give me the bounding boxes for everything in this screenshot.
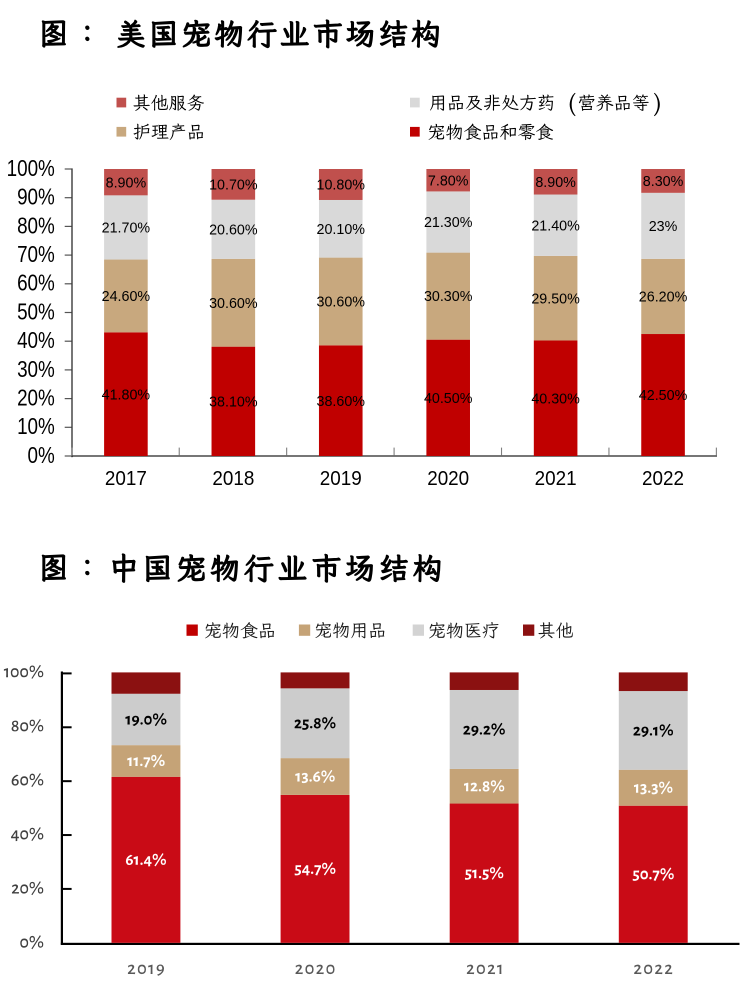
svg-text:40.50%: 40.50% — [424, 391, 473, 407]
svg-text:10.70%: 10.70% — [209, 177, 258, 193]
svg-text:2021: 2021 — [535, 467, 577, 490]
svg-text:30.60%: 30.60% — [317, 295, 366, 311]
svg-text:21.30%: 21.30% — [424, 215, 473, 231]
svg-text:2019: 2019 — [320, 467, 362, 490]
svg-text:10%: 10% — [17, 415, 55, 440]
svg-text:41.80%: 41.80% — [102, 387, 151, 403]
svg-text:21.40%: 21.40% — [531, 218, 580, 234]
svg-text:2020: 2020 — [427, 467, 469, 490]
svg-text:42.50%: 42.50% — [639, 388, 688, 404]
svg-text:30.60%: 30.60% — [209, 296, 258, 312]
svg-text:10.80%: 10.80% — [317, 178, 366, 194]
svg-text:50%: 50% — [17, 300, 55, 325]
svg-text:24.60%: 24.60% — [102, 289, 151, 305]
svg-text:38.60%: 38.60% — [317, 394, 366, 410]
svg-text:23%: 23% — [649, 219, 678, 235]
svg-text:70%: 70% — [17, 242, 55, 267]
svg-text:2018: 2018 — [212, 467, 254, 490]
svg-text:20%: 20% — [17, 386, 55, 411]
svg-text:20.60%: 20.60% — [209, 222, 258, 238]
svg-text:100%: 100% — [7, 156, 55, 181]
svg-text:80%: 80% — [17, 214, 55, 239]
svg-text:90%: 90% — [17, 185, 55, 210]
svg-text:30.30%: 30.30% — [424, 289, 473, 305]
svg-text:20.10%: 20.10% — [317, 222, 366, 238]
svg-text:40.30%: 40.30% — [531, 391, 580, 407]
svg-text:7.80%: 7.80% — [428, 173, 469, 189]
svg-text:2022: 2022 — [642, 467, 684, 490]
svg-text:26.20%: 26.20% — [639, 290, 688, 306]
svg-text:40%: 40% — [17, 328, 55, 353]
svg-text:0%: 0% — [28, 443, 55, 468]
svg-text:29.50%: 29.50% — [531, 291, 580, 307]
svg-text:30%: 30% — [17, 357, 55, 382]
svg-text:8.90%: 8.90% — [106, 175, 147, 191]
svg-text:60%: 60% — [17, 271, 55, 296]
svg-text:21.70%: 21.70% — [102, 221, 151, 237]
svg-text:8.90%: 8.90% — [535, 175, 576, 191]
svg-text:38.10%: 38.10% — [209, 394, 258, 410]
svg-text:8.30%: 8.30% — [643, 174, 684, 190]
svg-text:2017: 2017 — [105, 467, 147, 490]
